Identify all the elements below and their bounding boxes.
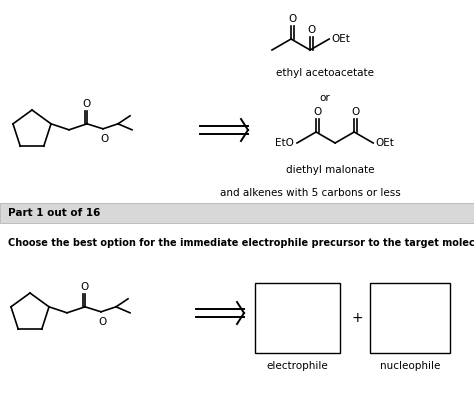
Text: Choose the best option for the immediate electrophile precursor to the target mo: Choose the best option for the immediate… bbox=[8, 238, 474, 248]
Text: O: O bbox=[82, 99, 90, 109]
Text: +: + bbox=[351, 311, 363, 325]
Bar bbox=[0, 203, 474, 223]
Text: O: O bbox=[351, 107, 359, 117]
Text: ethyl acetoacetate: ethyl acetoacetate bbox=[276, 68, 374, 78]
Text: electrophile: electrophile bbox=[266, 361, 328, 371]
Text: EtO: EtO bbox=[275, 138, 294, 148]
Bar bbox=[255, 283, 340, 353]
Text: and alkenes with 5 carbons or less: and alkenes with 5 carbons or less bbox=[219, 188, 401, 198]
Bar bbox=[370, 283, 450, 353]
Text: diethyl malonate: diethyl malonate bbox=[286, 165, 374, 175]
Text: OEt: OEt bbox=[375, 138, 394, 148]
Text: O: O bbox=[313, 107, 321, 117]
Text: O: O bbox=[100, 134, 108, 144]
Text: Part 1 out of 16: Part 1 out of 16 bbox=[8, 208, 100, 218]
Text: OEt: OEt bbox=[331, 34, 350, 44]
Text: O: O bbox=[288, 14, 297, 24]
Text: O: O bbox=[308, 25, 316, 35]
Text: or: or bbox=[319, 93, 330, 103]
Text: nucleophile: nucleophile bbox=[380, 361, 440, 371]
Text: O: O bbox=[80, 282, 88, 292]
Text: O: O bbox=[98, 317, 106, 327]
